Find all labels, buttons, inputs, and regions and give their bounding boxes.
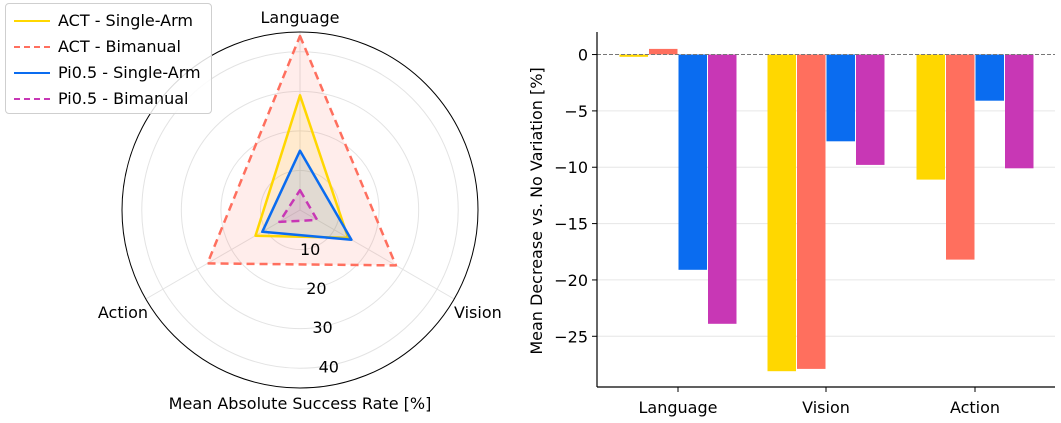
legend-label-act-single: ACT - Single-Arm: [58, 11, 193, 30]
radar-tick-label-20: 20: [306, 279, 326, 298]
legend: ACT - Single-Arm ACT - Bimanual Pi0.5 - …: [5, 3, 212, 114]
bar-act-bimanual-language: [649, 48, 678, 55]
radar-xlabel: Mean Absolute Success Rate [%]: [169, 394, 432, 413]
bar-xtick-label-language: Language: [639, 398, 718, 417]
legend-item-pi-single: Pi0.5 - Single-Arm: [6, 62, 211, 84]
bar-pi0-5-bimanual-language: [708, 54, 737, 324]
legend-item-act-single: ACT - Single-Arm: [6, 10, 211, 32]
bar-ytick-label-0: 0: [578, 46, 588, 65]
radar-tick-label-10: 10: [300, 240, 320, 259]
bar-ytick-label-neg15: −15: [554, 215, 588, 234]
radar-tick-label-30: 30: [312, 318, 332, 337]
radar-series-act-single-arm: [254, 94, 350, 239]
bar-pi0-5-bimanual-action: [1005, 54, 1034, 169]
bar-act-single-arm-vision: [767, 54, 796, 372]
bar-xtick-label-action: Action: [950, 398, 1000, 417]
bar-ytick-label-neg5: −5: [564, 102, 588, 121]
bar-ylabel: Mean Decrease vs. No Variation [%]: [527, 67, 546, 354]
radar-axis-label-action: Action: [98, 303, 148, 322]
radar-spoke-action: [145, 209, 301, 300]
bar-pi0-5-bimanual-vision: [856, 54, 885, 165]
bar-xtick-label-vision: Vision: [802, 398, 850, 417]
radar-series-pi0-5-single-arm: [261, 149, 353, 241]
legend-item-act-bimanual: ACT - Bimanual: [6, 36, 211, 58]
radar-chart: 10 20 30 40 Language Vision Action: [98, 8, 502, 389]
radar-outer-frame: [121, 31, 479, 389]
bar-pi0-5-single-arm-action: [975, 54, 1004, 101]
legend-swatch-pi-bimanual: [14, 98, 50, 100]
legend-label-pi-single: Pi0.5 - Single-Arm: [58, 63, 201, 82]
legend-label-act-bimanual: ACT - Bimanual: [58, 37, 181, 56]
radar-spoke-vision: [299, 209, 455, 300]
bar-act-bimanual-action: [946, 54, 975, 260]
bar-ytick-label-neg20: −20: [554, 271, 588, 290]
radar-series-act-bimanual: [206, 34, 398, 267]
bar-pi0-5-single-arm-vision: [826, 54, 855, 142]
legend-swatch-pi-single: [14, 72, 50, 74]
bar-act-single-arm-action: [916, 54, 945, 180]
radar-axis-label-language: Language: [261, 8, 340, 27]
bar-ytick-label-neg10: −10: [554, 158, 588, 177]
bar-pi0-5-single-arm-language: [678, 54, 707, 270]
legend-item-pi-bimanual: Pi0.5 - Bimanual: [6, 88, 211, 110]
legend-swatch-act-single: [14, 20, 50, 22]
legend-label-pi-bimanual: Pi0.5 - Bimanual: [58, 89, 189, 108]
bar-chart: 0 −5 −10 −15 −20 −25 Language Vision Action: [554, 32, 1055, 417]
bar-act-single-arm-language: [619, 54, 648, 57]
radar-series-pi0-5-bimanual: [278, 188, 319, 224]
radar-axis-label-vision: Vision: [454, 303, 502, 322]
radar-tick-label-40: 40: [319, 357, 339, 376]
bar-ytick-label-neg25: −25: [554, 327, 588, 346]
legend-swatch-act-bimanual: [14, 46, 50, 48]
bar-act-bimanual-vision: [797, 54, 826, 369]
